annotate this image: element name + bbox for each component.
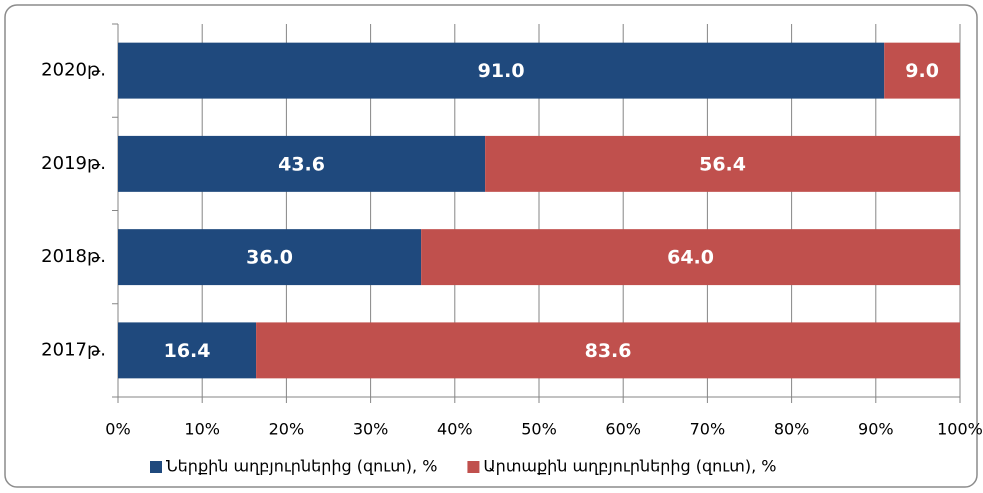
bar-segment [485,135,960,192]
bar-segment [118,42,885,99]
data-label: 43.6 [278,153,325,175]
x-tick-label: 10% [184,420,220,439]
y-tick-label: 2017թ. [41,339,106,360]
y-tick-label: 2018թ. [41,246,106,267]
legend-label: Ներքին աղբյուրներից (զուտ), % [166,457,437,476]
x-tick-label: 100% [937,420,983,439]
x-tick-label: 50% [521,420,557,439]
data-label: 9.0 [905,60,939,82]
legend-swatch [150,461,162,473]
legend-swatch [467,461,480,473]
data-label: 16.4 [164,340,211,362]
x-tick-label: 90% [858,420,894,439]
legend-label: Արտաքին աղբյուրներից (զուտ), % [483,457,776,476]
bar-segment [118,135,486,192]
data-label: 83.6 [585,340,632,362]
data-label: 91.0 [478,60,525,82]
y-tick-label: 2020թ. [41,60,106,81]
y-tick-label: 2019թ. [41,153,106,174]
x-tick-label: 70% [690,420,726,439]
data-label: 64.0 [667,247,714,269]
bar-segment [256,322,960,379]
x-tick-label: 30% [353,420,389,439]
x-tick-label: 40% [437,420,473,439]
data-label: 36.0 [246,247,293,269]
x-tick-label: 80% [774,420,810,439]
x-tick-label: 60% [605,420,641,439]
data-label: 56.4 [699,153,746,175]
x-tick-label: 20% [269,420,305,439]
bar-segment [421,229,960,286]
x-tick-label: 0% [105,420,130,439]
bar-segment [118,229,422,286]
bar-segment [118,322,257,379]
bar-segment [884,42,960,99]
